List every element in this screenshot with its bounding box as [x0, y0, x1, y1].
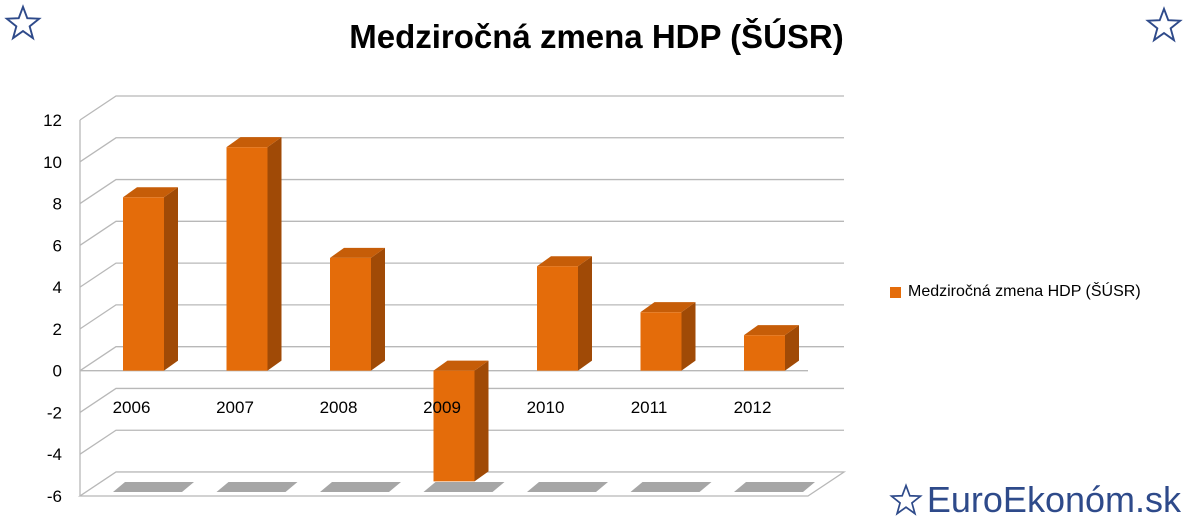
x-tick-label: 2011 — [631, 398, 668, 417]
bar-top — [330, 247, 385, 258]
y-tick-label: -6 — [47, 487, 62, 506]
star-outline-icon — [889, 483, 923, 516]
y-axis-tick-labels: 12 10 8 6 4 2 0 -2 -4 -6 — [43, 111, 62, 506]
gridline — [79, 178, 844, 205]
x-tick-label: 2010 — [527, 398, 565, 417]
bar — [123, 197, 164, 371]
gridline — [79, 429, 844, 455]
chart-title: Medziročná zmena HDP (ŠÚSR) — [349, 18, 844, 55]
bar-shadow — [734, 482, 815, 492]
x-tick-label: 2009 — [423, 398, 461, 417]
bar-side — [474, 360, 489, 482]
bar-side — [267, 137, 282, 371]
gridline — [79, 346, 844, 372]
gridline — [79, 262, 844, 288]
x-axis-tick-labels: 2006 2007 2008 2009 2010 2011 2012 — [113, 398, 772, 417]
brand-logo: EuroEkonóm.sk — [889, 479, 1181, 521]
y-tick-label: 4 — [53, 278, 62, 297]
bar-chart: 12 10 8 6 4 2 0 -2 -4 -6 2006 2007 2008 2009 2010 2011… — [43, 95, 847, 506]
bar — [744, 335, 785, 371]
bar — [330, 257, 371, 371]
bar-side — [785, 325, 799, 371]
star-outline-icon — [1145, 6, 1183, 43]
chart-legend: Medziročná zmena HDP (ŠÚSR) — [890, 283, 1141, 301]
x-tick-label: 2007 — [216, 398, 254, 417]
bar-shadow — [320, 482, 401, 492]
y-tick-label: 12 — [43, 111, 62, 130]
y-tick-label: 0 — [53, 362, 62, 381]
bar-top — [123, 187, 178, 198]
bar-shadow — [527, 482, 608, 492]
x-tick-label: 2008 — [320, 398, 358, 417]
bar-top — [433, 360, 489, 371]
bar-shadow — [216, 482, 298, 492]
bar-side — [681, 302, 696, 371]
bar-side — [578, 256, 592, 371]
gridline — [79, 304, 844, 330]
y-tick-label: 6 — [53, 236, 62, 255]
gridline — [79, 220, 844, 246]
bar — [433, 370, 475, 482]
y-tick-label: -2 — [47, 403, 62, 422]
x-tick-label: 2006 — [113, 398, 151, 417]
bar-side — [371, 247, 385, 371]
x-tick-label: 2012 — [734, 398, 772, 417]
bar — [640, 312, 682, 371]
bar-shadow — [423, 482, 505, 492]
legend-swatch — [890, 286, 901, 298]
chart-bars — [113, 137, 815, 492]
bar — [537, 266, 578, 371]
bar-side — [164, 187, 178, 371]
gridline — [79, 387, 844, 413]
bar — [226, 147, 268, 371]
bar-top — [640, 302, 696, 313]
y-tick-label: 2 — [53, 320, 62, 339]
y-tick-label: 10 — [43, 153, 62, 172]
bar-top — [537, 256, 592, 267]
bar-shadow — [630, 482, 712, 492]
gridline — [79, 137, 844, 163]
brand-name: EuroEkonóm.sk — [926, 479, 1181, 520]
y-tick-label: -4 — [47, 445, 62, 464]
legend-label: Medziročná zmena HDP (ŠÚSR) — [908, 283, 1141, 300]
bar-top — [226, 137, 282, 148]
bar-top — [744, 325, 799, 336]
star-outline-icon — [4, 4, 42, 41]
gridline — [79, 95, 844, 121]
y-tick-label: 8 — [53, 195, 62, 214]
bar-shadow — [113, 482, 194, 492]
